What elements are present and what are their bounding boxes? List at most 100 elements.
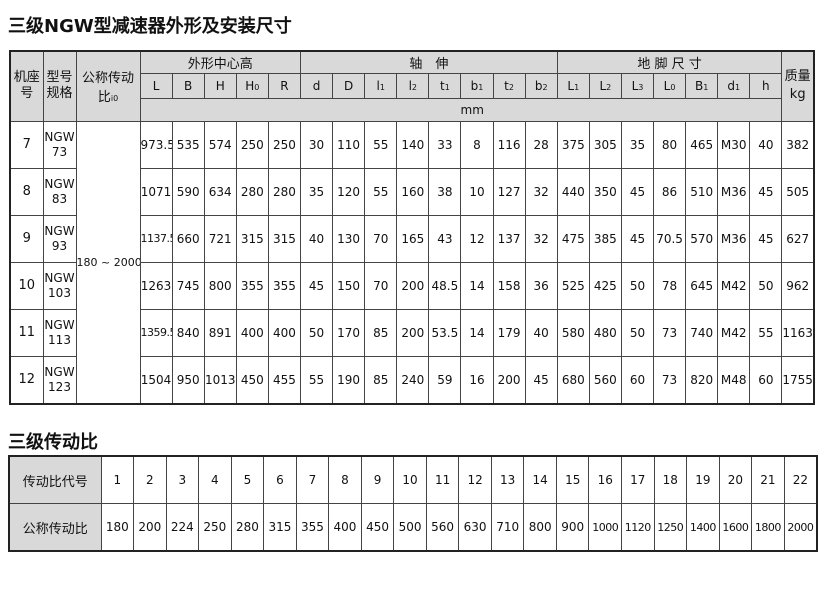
value-cell: 1504 — [139, 355, 173, 404]
value-cell: 59 — [428, 355, 462, 404]
value-cell: 465 — [685, 120, 719, 169]
value-cell: 820 — [685, 355, 719, 404]
value-cell: 355 — [235, 261, 269, 310]
value-cell: 190 — [332, 355, 366, 404]
value-cell: 60 — [620, 355, 655, 404]
ratio-label: 公称传动比 — [8, 503, 102, 552]
code-cell: 11 — [425, 455, 460, 504]
value-cell: 33 — [428, 120, 462, 169]
seat-cell: 11 — [9, 308, 44, 357]
ratio-cell: 1800 — [751, 503, 785, 552]
col-header-label: H — [215, 78, 225, 93]
ratio-cell: 450 — [360, 503, 395, 552]
ratio-header: 公称传动比i0 — [75, 50, 141, 122]
value-cell: 315 — [267, 214, 301, 263]
col-header-label: d — [312, 78, 321, 93]
value-cell: 170 — [332, 308, 366, 357]
value-cell: 280 — [235, 167, 269, 216]
value-cell: 200 — [492, 355, 526, 404]
col-header-label: b1 — [470, 78, 484, 93]
model-cell: NGW 113 — [42, 308, 77, 357]
value-cell: 127 — [492, 167, 526, 216]
value-cell: 50 — [749, 261, 783, 310]
value-cell: 73 — [652, 355, 687, 404]
ratio-table: 传动比代号 1 2 3 4 5 6 7 8 9 10 11 12 13 14 15 16 17 18 19 20 21 22… — [8, 455, 818, 552]
value-cell: 1263 — [139, 261, 173, 310]
col-header: h — [749, 72, 783, 99]
ratio-cell: 280 — [230, 503, 265, 552]
value-cell: 179 — [492, 308, 526, 357]
value-cell: 85 — [364, 355, 398, 404]
value-cell: 110 — [332, 120, 366, 169]
ratio-title: 三级传动比 — [8, 432, 98, 453]
value-cell: 280 — [267, 167, 301, 216]
value-cell: 80 — [652, 120, 687, 169]
seat-cell: 8 — [9, 167, 44, 216]
col-header: t2 — [492, 72, 526, 99]
col-header: L2 — [588, 72, 622, 99]
value-cell: 30 — [299, 120, 334, 169]
value-cell: 86 — [652, 167, 687, 216]
ratio-cell: 400 — [328, 503, 362, 552]
value-cell: 660 — [171, 214, 205, 263]
ratio-cell: 1600 — [718, 503, 753, 552]
value-cell: 73 — [652, 308, 687, 357]
ratio-cell: 500 — [393, 503, 427, 552]
col-header: d1 — [717, 72, 751, 99]
table-row: 10 NGW 103 1263 745 800 355 355 45 150 70 200 48.5 1… — [9, 261, 815, 310]
value-cell: 1013 — [203, 355, 237, 404]
value-cell: 400 — [235, 308, 269, 357]
value-cell: 32 — [524, 214, 558, 263]
value-cell: 140 — [396, 120, 430, 169]
code-cell: 20 — [718, 455, 753, 504]
value-cell: 70 — [364, 261, 398, 310]
col-header: B — [171, 72, 205, 99]
table-row: 7 NGW 73 180 ~ 2000 973.5 535 574 250 250 30 110 5… — [9, 120, 815, 404]
value-cell: 721 — [203, 214, 237, 263]
unit-label: mm — [139, 97, 783, 122]
value-cell: 53.5 — [428, 308, 462, 357]
table-row: 12 NGW 123 1504 950 1013 450 455 55 190 85 240 59 16… — [9, 355, 815, 404]
col-header: R — [267, 72, 301, 99]
value-cell: 385 — [588, 214, 622, 263]
col-header: d — [299, 72, 334, 99]
value-cell: 634 — [203, 167, 237, 216]
value-cell: 45 — [299, 261, 334, 310]
col-header-label: l1 — [376, 78, 385, 93]
mass-cell: 1163 — [781, 308, 815, 357]
dimensions-table: 机座号 型号规格 公称传动比i0 外形中心高 轴 伸 地 脚 尺 寸 质量 kg … — [9, 50, 815, 405]
ratio-cell: 1000 — [588, 503, 622, 552]
code-cell: 2 — [133, 455, 167, 504]
value-cell: 840 — [171, 308, 205, 357]
value-cell: 40 — [749, 120, 783, 169]
value-cell: 440 — [556, 167, 590, 216]
value-cell: 14 — [460, 261, 494, 310]
value-cell: 55 — [749, 308, 783, 357]
value-cell: 315 — [235, 214, 269, 263]
value-cell: 50 — [620, 308, 655, 357]
value-cell: 120 — [332, 167, 366, 216]
col-header: L1 — [556, 72, 590, 99]
code-cell: 4 — [198, 455, 232, 504]
value-cell: 70 — [364, 214, 398, 263]
code-cell: 14 — [523, 455, 557, 504]
code-cell: 5 — [230, 455, 265, 504]
value-cell: 55 — [364, 167, 398, 216]
value-cell: 355 — [267, 261, 301, 310]
value-cell: 45 — [524, 355, 558, 404]
code-cell: 12 — [458, 455, 492, 504]
col-header-label: L — [152, 78, 160, 93]
ratio-cell: 900 — [555, 503, 590, 552]
value-cell: 85 — [364, 308, 398, 357]
mass-header-label: 质量 — [784, 69, 811, 85]
value-cell: 950 — [171, 355, 205, 404]
value-cell: 1137.5 — [139, 214, 173, 263]
table-row: 8 NGW 83 1071 590 634 280 280 35 120 55 160 38 10 127… — [9, 167, 815, 216]
col-header-label: B — [184, 78, 193, 93]
value-cell: 740 — [685, 308, 719, 357]
shaft-group-header: 轴 伸 — [299, 50, 558, 74]
value-cell: 40 — [524, 308, 558, 357]
ratio-cell: 180 — [100, 503, 135, 552]
value-cell: 70.5 — [652, 214, 687, 263]
